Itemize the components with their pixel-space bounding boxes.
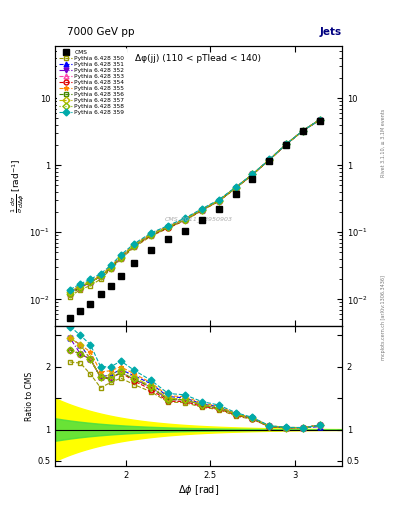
X-axis label: $\Delta\phi$ [rad]: $\Delta\phi$ [rad] (178, 482, 219, 497)
Y-axis label: Ratio to CMS: Ratio to CMS (25, 371, 34, 420)
Text: Jets: Jets (320, 27, 342, 37)
Legend: CMS, Pythia 6.428 350, Pythia 6.428 351, Pythia 6.428 352, Pythia 6.428 353, Pyt: CMS, Pythia 6.428 350, Pythia 6.428 351,… (57, 48, 127, 117)
Text: CMS_2011_S8950903: CMS_2011_S8950903 (164, 217, 233, 222)
Y-axis label: $\frac{1}{\sigma}\frac{d\sigma}{d\Delta\phi}$ [rad$^{-1}$]: $\frac{1}{\sigma}\frac{d\sigma}{d\Delta\… (9, 159, 27, 213)
Text: Δφ(jj) (110 < pTlead < 140): Δφ(jj) (110 < pTlead < 140) (136, 54, 261, 63)
Text: Rivet 3.1.10, ≥ 3.1M events: Rivet 3.1.10, ≥ 3.1M events (381, 109, 386, 178)
Text: 7000 GeV pp: 7000 GeV pp (67, 27, 134, 37)
Text: mcplots.cern.ch [arXiv:1306.3436]: mcplots.cern.ch [arXiv:1306.3436] (381, 275, 386, 360)
